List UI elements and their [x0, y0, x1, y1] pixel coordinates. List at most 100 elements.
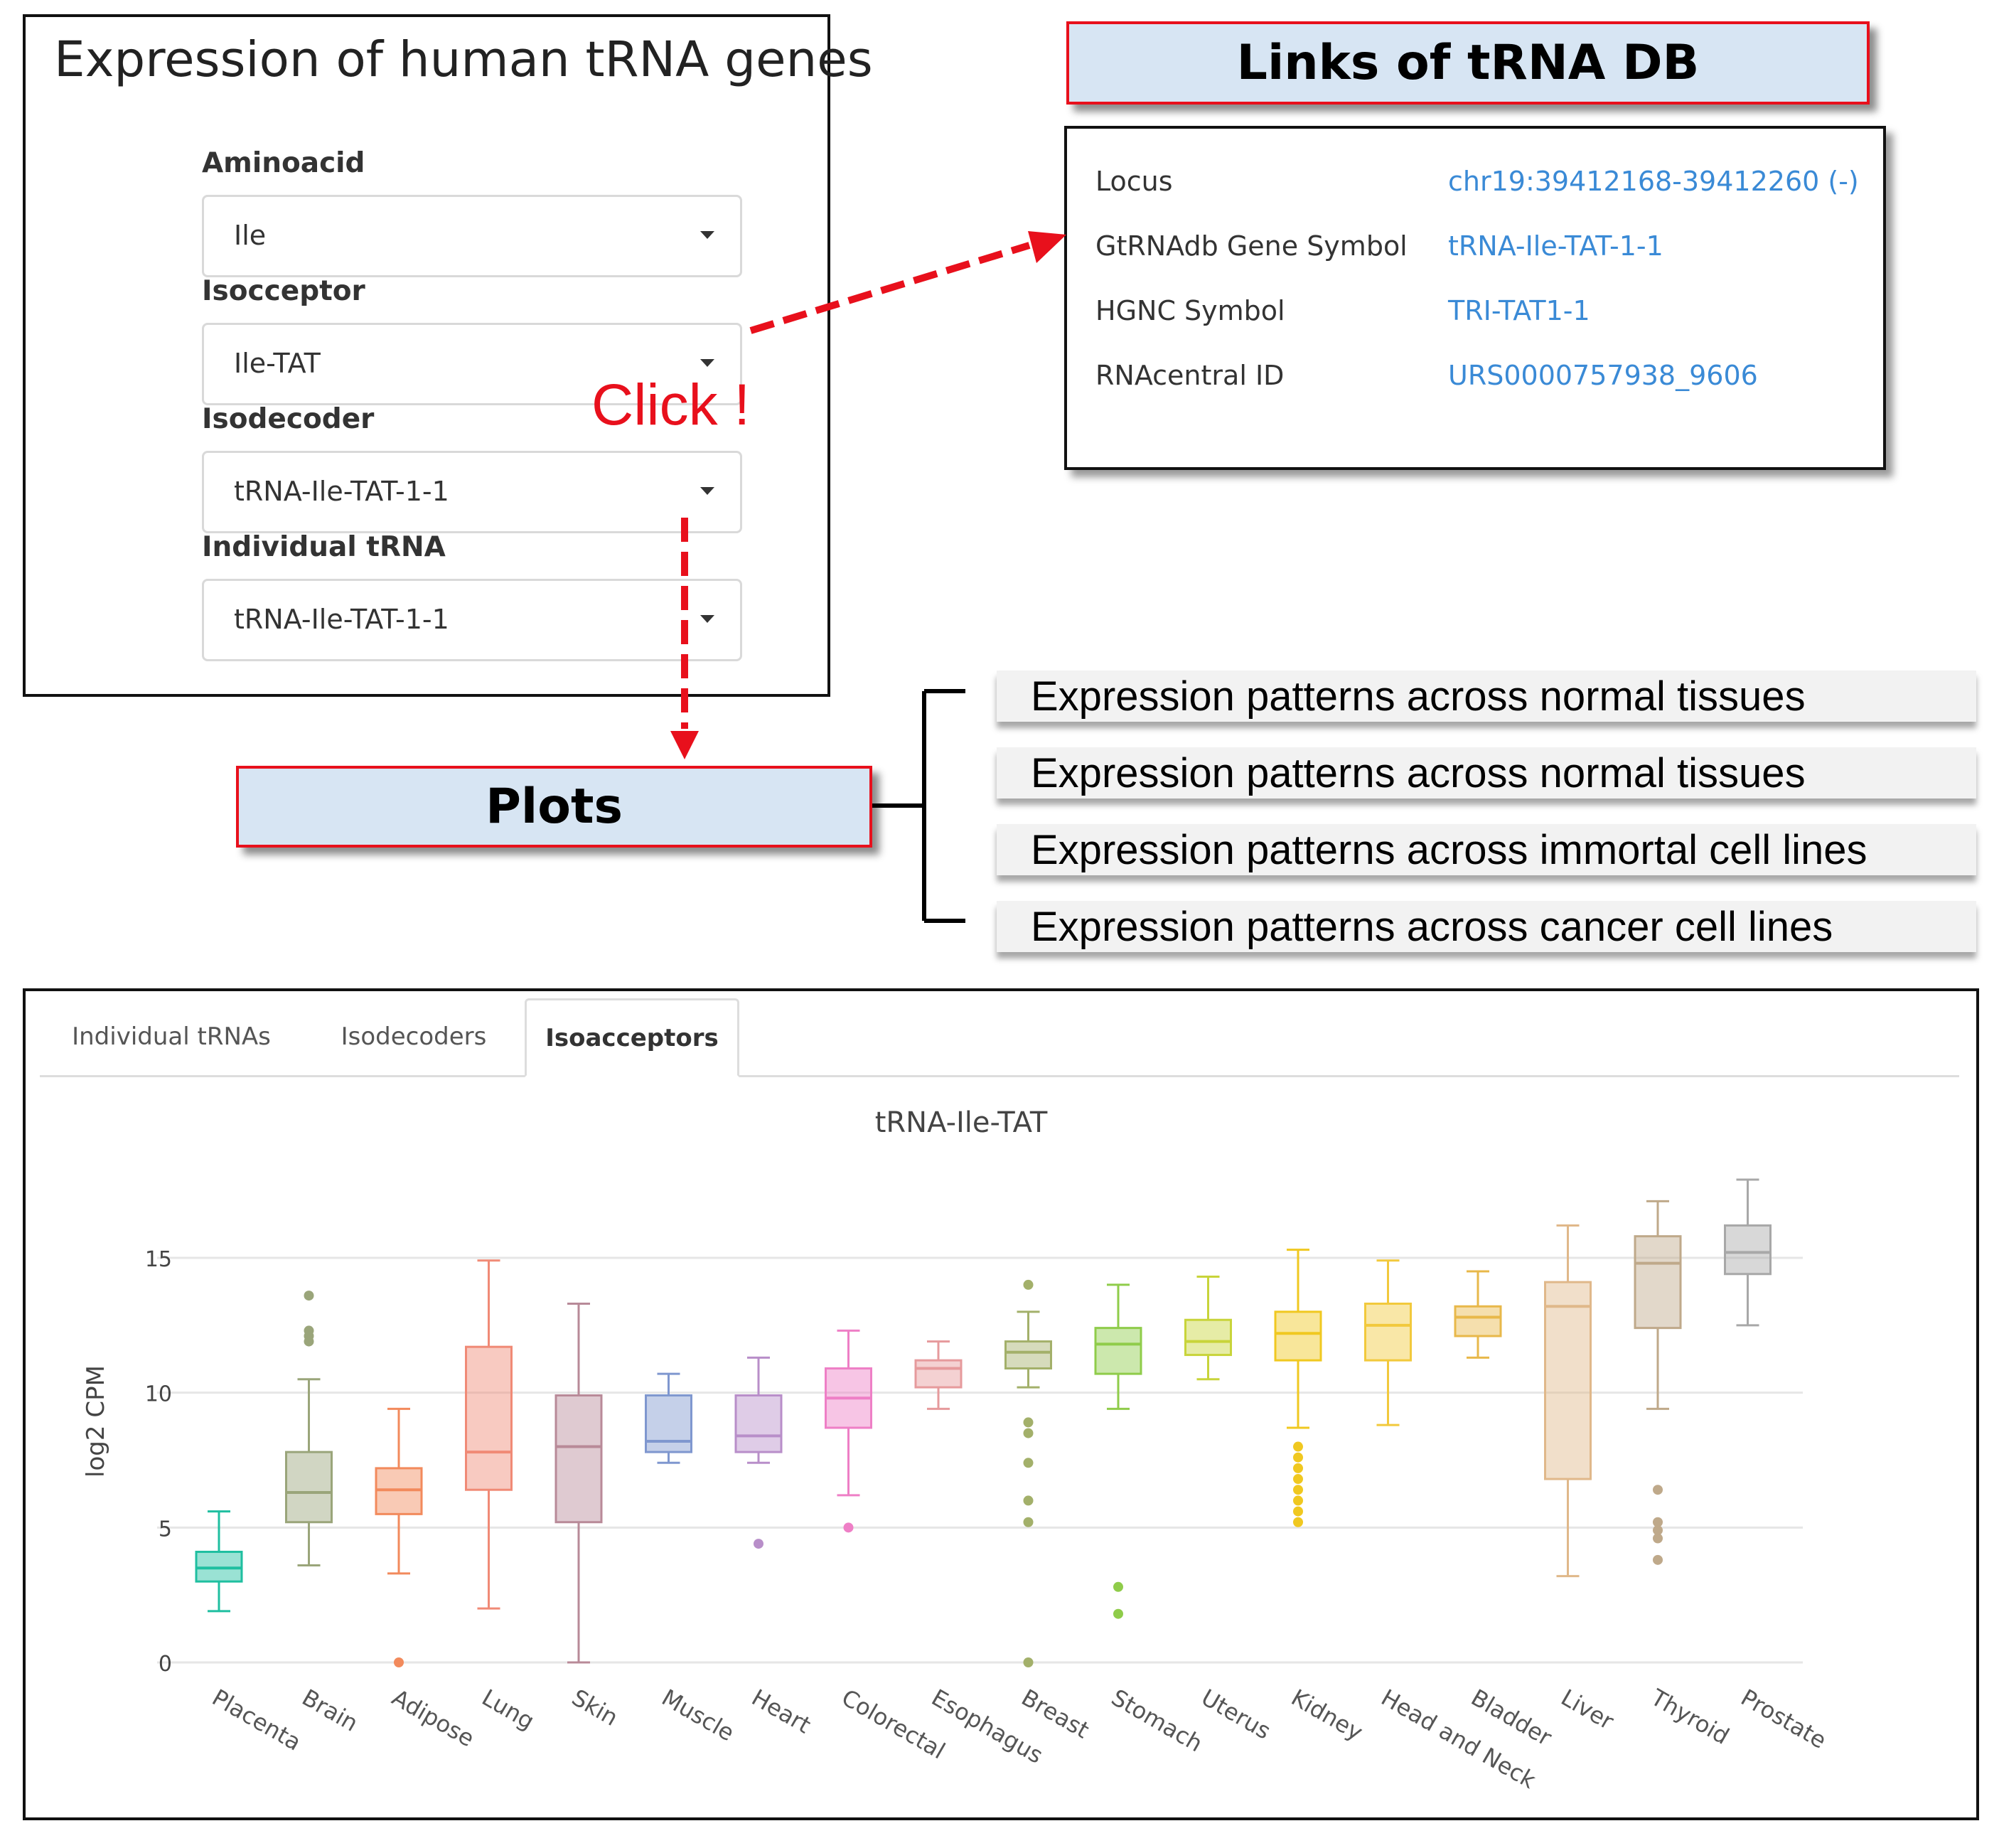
bracket-connector [872, 689, 965, 923]
boxplot-chart: tRNA-Ile-TAT log2 CPM 0 5 10 15 PlacentaBra… [82, 1106, 1831, 1794]
outlier-point [1293, 1463, 1303, 1473]
outlier-point [1293, 1441, 1303, 1452]
y-axis-label: log2 CPM [82, 1365, 110, 1478]
outlier-point [304, 1291, 314, 1301]
pattern-cancer-cell-lines[interactable]: Expression patterns across cancer cell l… [997, 901, 1976, 952]
outlier-point [1653, 1525, 1663, 1536]
box-prostate [1724, 1178, 1772, 1327]
x-tick-label: Heart [747, 1684, 815, 1738]
box-kidney [1274, 1249, 1322, 1527]
box-adipose [375, 1407, 423, 1667]
outlier-point [1023, 1657, 1034, 1667]
outlier-point [754, 1539, 763, 1549]
x-tick-label: Liver [1557, 1684, 1619, 1736]
outlier-point [394, 1657, 404, 1667]
tab-isoacceptors[interactable]: Isoacceptors [525, 998, 739, 1077]
box-iqr [1004, 1340, 1052, 1370]
selector-panel: Expression of human tRNA genes Aminoacid… [23, 14, 873, 697]
click-annotation: Click ! [591, 373, 751, 437]
rnacentral-id-link[interactable]: URS0000757938_9606 [1448, 360, 1758, 391]
x-tick-label: Skin [567, 1684, 623, 1731]
locus-link[interactable]: chr19:39412168-39412260 (-) [1448, 166, 1859, 197]
box-iqr [1454, 1305, 1502, 1337]
x-tick-label: Placenta [208, 1684, 306, 1756]
x-tick-label: Prostate [1737, 1684, 1831, 1754]
isoacceptor-value: Ile-TAT [234, 348, 321, 379]
box-stomach [1094, 1283, 1142, 1619]
x-tick-label: Stomach [1107, 1684, 1207, 1757]
outlier-point [1653, 1517, 1663, 1527]
x-tick-label: Muscle [658, 1684, 739, 1746]
box-iqr [734, 1394, 783, 1453]
aminoacid-select[interactable]: Ile [202, 195, 742, 277]
annotation-arrows [670, 231, 1066, 923]
chevron-down-icon [700, 359, 714, 367]
tab-isodecoders[interactable]: Isodecoders [341, 1022, 487, 1051]
outlier-point [1113, 1608, 1123, 1619]
pattern-normal-tissues[interactable]: Expression patterns across normal tissue… [997, 671, 1976, 722]
outlier-point [1023, 1517, 1034, 1527]
isodecoder-select[interactable]: tRNA-Ile-TAT-1-1 [202, 451, 742, 533]
box-brain [285, 1291, 333, 1566]
isoacceptor-label: Isocceptor [202, 275, 365, 307]
individual-trna-select[interactable]: tRNA-Ile-TAT-1-1 [202, 579, 742, 661]
chevron-down-icon [700, 615, 714, 623]
tab-individual-trnas[interactable]: Individual tRNAs [72, 1022, 271, 1051]
outlier-point [1653, 1554, 1663, 1565]
x-tick-label: Kidney [1287, 1684, 1367, 1746]
box-iqr [1364, 1302, 1412, 1362]
box-breast [1004, 1279, 1052, 1667]
y-tick-label: 10 [145, 1382, 172, 1407]
box-liver [1544, 1224, 1592, 1578]
pattern-normal-tissues-2[interactable]: Expression patterns across normal tissue… [997, 747, 1976, 799]
x-tick-label: Uterus [1197, 1684, 1276, 1745]
box-iqr [645, 1394, 692, 1453]
box-esophagus [914, 1340, 963, 1410]
arrow-to-links-head [1028, 231, 1066, 263]
outlier-point [1023, 1279, 1034, 1290]
box-skin [554, 1302, 603, 1664]
chart-title: tRNA-Ile-TAT [875, 1106, 1048, 1139]
arrow-to-links-line [749, 242, 1031, 334]
box-iqr [914, 1359, 963, 1389]
x-tick-label: Lung [478, 1684, 540, 1735]
outlier-point [1293, 1485, 1303, 1495]
hgnc-symbol-link[interactable]: TRI-TAT1-1 [1448, 295, 1590, 326]
box-thyroid [1634, 1200, 1682, 1565]
aminoacid-value: Ile [234, 220, 267, 251]
links-db-header: Links of tRNA DB [1066, 21, 1870, 105]
plot-panel: Individual tRNAs Isodecoders Isoacceptor… [23, 988, 1979, 1820]
outlier-point [1293, 1495, 1303, 1506]
box-iqr [465, 1345, 513, 1491]
box-iqr [554, 1394, 603, 1524]
y-tick-label: 0 [159, 1652, 172, 1677]
chevron-down-icon [700, 487, 714, 495]
isoacceptor-select[interactable]: Ile-TAT [202, 323, 742, 405]
gtrnadb-symbol-label: GtRNAdb Gene Symbol [1095, 230, 1408, 262]
pattern-immortal-cell-lines[interactable]: Expression patterns across immortal cell… [997, 824, 1976, 875]
box-colorectal [825, 1329, 872, 1533]
hgnc-symbol-label: HGNC Symbol [1095, 295, 1285, 326]
box-lung [465, 1259, 513, 1610]
box-iqr [1184, 1318, 1232, 1357]
box-iqr [1634, 1235, 1682, 1330]
box-iqr [1274, 1310, 1322, 1362]
box-head-and-neck [1364, 1259, 1412, 1426]
outlier-point [1023, 1428, 1034, 1438]
arrow-to-plots-head [670, 731, 699, 759]
aminoacid-label: Aminoacid [202, 147, 365, 179]
outlier-point [1293, 1517, 1303, 1527]
chevron-down-icon [700, 231, 714, 239]
gtrnadb-symbol-link[interactable]: tRNA-Ile-TAT-1-1 [1448, 230, 1663, 262]
locus-label: Locus [1095, 166, 1173, 197]
box-placenta [195, 1510, 243, 1613]
individual-trna-value: tRNA-Ile-TAT-1-1 [234, 604, 449, 635]
box-heart [734, 1356, 783, 1549]
outlier-point [1023, 1458, 1034, 1468]
outlier-point [1293, 1474, 1303, 1485]
outlier-point [1653, 1533, 1663, 1544]
plots-header: Plots [236, 766, 872, 848]
outlier-point [1023, 1417, 1034, 1428]
outlier-point [1293, 1452, 1303, 1463]
y-tick-label: 15 [145, 1247, 172, 1272]
